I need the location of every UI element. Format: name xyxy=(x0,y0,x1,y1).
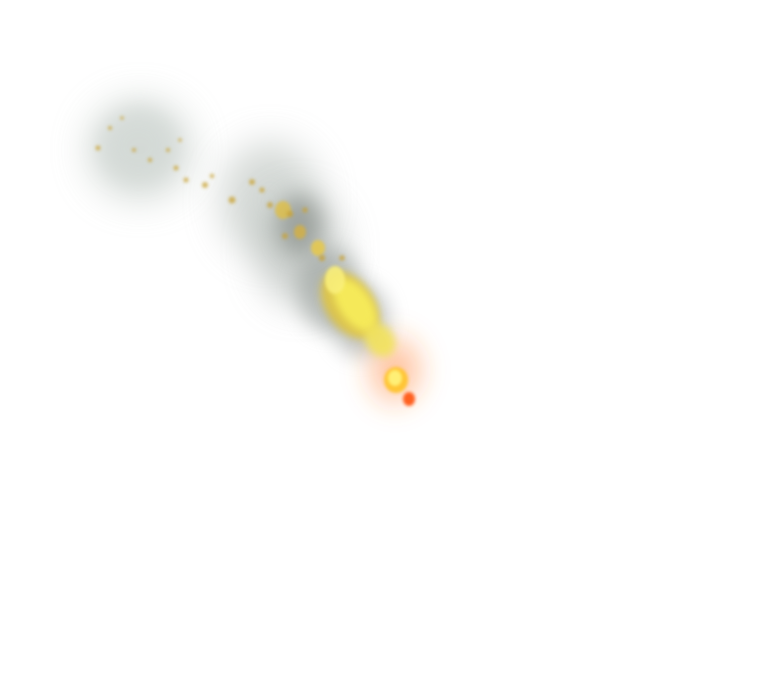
spark-particles xyxy=(95,116,345,262)
flame-core xyxy=(275,201,396,357)
smoke-puff xyxy=(88,100,192,200)
flame-tip xyxy=(384,367,415,406)
